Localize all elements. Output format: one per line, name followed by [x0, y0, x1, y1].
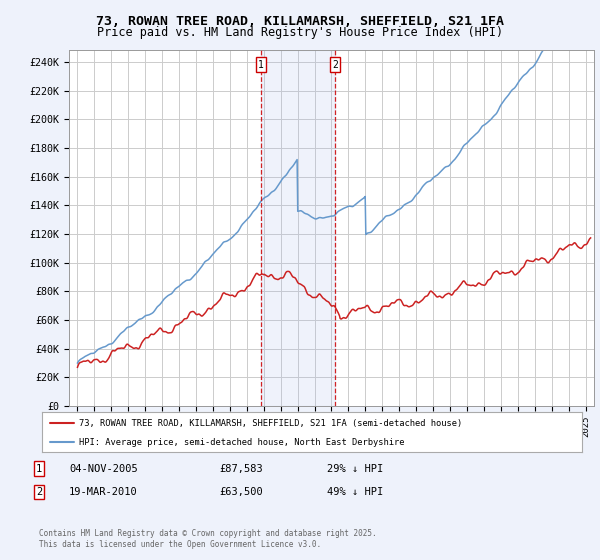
- Text: 04-NOV-2005: 04-NOV-2005: [69, 464, 138, 474]
- Text: 73, ROWAN TREE ROAD, KILLAMARSH, SHEFFIELD, S21 1FA: 73, ROWAN TREE ROAD, KILLAMARSH, SHEFFIE…: [96, 15, 504, 28]
- Bar: [261, 50, 335, 406]
- Text: 49% ↓ HPI: 49% ↓ HPI: [327, 487, 383, 497]
- Text: Contains HM Land Registry data © Crown copyright and database right 2025.
This d: Contains HM Land Registry data © Crown c…: [39, 529, 377, 549]
- Text: £87,583: £87,583: [219, 464, 263, 474]
- Text: £63,500: £63,500: [219, 487, 263, 497]
- Text: 73, ROWAN TREE ROAD, KILLAMARSH, SHEFFIELD, S21 1FA (semi-detached house): 73, ROWAN TREE ROAD, KILLAMARSH, SHEFFIE…: [79, 418, 462, 427]
- Text: Price paid vs. HM Land Registry's House Price Index (HPI): Price paid vs. HM Land Registry's House …: [97, 26, 503, 39]
- Text: 1: 1: [258, 59, 264, 69]
- Text: 2: 2: [332, 59, 338, 69]
- Text: 1: 1: [36, 464, 42, 474]
- Text: 19-MAR-2010: 19-MAR-2010: [69, 487, 138, 497]
- Text: 2: 2: [36, 487, 42, 497]
- Text: 29% ↓ HPI: 29% ↓ HPI: [327, 464, 383, 474]
- Text: HPI: Average price, semi-detached house, North East Derbyshire: HPI: Average price, semi-detached house,…: [79, 438, 404, 447]
